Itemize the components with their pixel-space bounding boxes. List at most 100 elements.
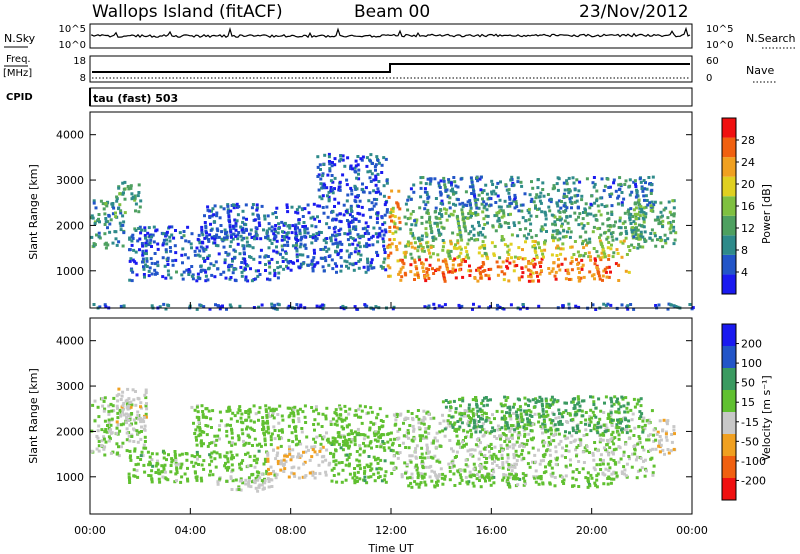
power-cell: [343, 164, 347, 168]
power-cell: [546, 193, 550, 196]
power-cell: [182, 270, 186, 274]
velocity-cell: [415, 466, 419, 470]
power-cell: [245, 236, 249, 240]
power-cell: [632, 208, 636, 212]
power-cell: [317, 233, 321, 237]
power-cell: [111, 241, 115, 245]
power-cell: [242, 236, 246, 240]
velocity-cell: [178, 462, 181, 466]
velocity-cell: [357, 431, 361, 435]
power-cell: [371, 243, 375, 247]
power-cell: [376, 159, 380, 162]
velocity-cell: [103, 396, 107, 400]
power-cell: [494, 201, 498, 204]
velocity-cell: [493, 435, 497, 438]
velocity-cell: [599, 409, 603, 413]
power-cell: [443, 277, 447, 281]
power-cell: [273, 227, 277, 231]
power-cell: [299, 262, 303, 266]
power-cell: [280, 238, 284, 242]
power-cell: [329, 239, 333, 243]
power-cell: [598, 226, 602, 230]
power-cell: [199, 268, 203, 272]
velocity-cell: [252, 420, 256, 424]
velocity-cell: [158, 480, 162, 484]
velocity-cell: [141, 418, 145, 422]
velocity-cell: [586, 471, 590, 475]
velocity-cell: [179, 480, 183, 484]
velocity-cell: [279, 444, 283, 448]
power-cell: [608, 195, 612, 198]
power-cell: [599, 196, 603, 200]
power-cell: [226, 208, 230, 212]
power-cell: [577, 276, 581, 280]
power-cell: [628, 218, 632, 222]
velocity-cell: [479, 415, 483, 419]
power-cell: [514, 199, 518, 203]
velocity-cell: [481, 417, 484, 421]
power-cell: [167, 273, 171, 277]
velocity-cell: [100, 428, 104, 432]
power-cell: [477, 224, 481, 228]
velocity-cell: [598, 440, 602, 444]
power-cell: [318, 219, 321, 223]
cpid-mode: tau (fast) 503: [93, 92, 178, 105]
velocity-cell: [292, 414, 296, 418]
velocity-cell: [288, 449, 292, 453]
power-cell: [587, 251, 591, 255]
power-cell: [356, 155, 360, 158]
power-cell: [607, 265, 611, 269]
power-cell: [536, 178, 540, 182]
power-cell: [147, 274, 151, 278]
velocity-cell: [636, 442, 640, 446]
velocity-cell: [518, 417, 522, 421]
velocity-cell: [366, 435, 370, 439]
power-cell: [397, 189, 401, 193]
velocity-cell: [549, 472, 553, 476]
power-cell: [205, 231, 208, 235]
power-cell: [166, 269, 170, 273]
power-cell: [198, 249, 202, 253]
power-cell: [180, 253, 184, 257]
power-cell: [319, 248, 323, 251]
power-cell: [169, 249, 173, 253]
velocity-cell: [345, 439, 349, 443]
power-cell: [150, 245, 153, 248]
power-cell: [445, 264, 449, 268]
velocity-cell: [519, 443, 523, 447]
velocity-cell: [226, 468, 229, 472]
velocity-cell: [624, 442, 628, 446]
power-cell: [291, 224, 295, 228]
velocity-cell: [484, 431, 488, 435]
velocity-cell: [431, 441, 435, 445]
velocity-cell: [423, 472, 427, 476]
velocity-cell: [266, 427, 270, 431]
velocity-cell: [534, 401, 538, 405]
power-cell: [184, 239, 188, 243]
velocity-cell: [157, 477, 161, 481]
power-cell: [404, 273, 408, 277]
power-cell: [651, 209, 655, 213]
power-cell: [236, 237, 240, 241]
velocity-cell: [610, 424, 614, 427]
velocity-cell: [351, 432, 354, 436]
velocity-cell: [247, 415, 251, 419]
power-cell: [634, 185, 638, 188]
velocity-cell: [210, 451, 214, 455]
velocity-cell: [508, 472, 512, 476]
velocity-cell: [252, 458, 256, 462]
power-cell: [202, 305, 206, 309]
velocity-cell: [339, 435, 343, 439]
velocity-cell: [145, 402, 148, 406]
velocity-cell: [442, 419, 446, 423]
power-cell: [321, 307, 325, 311]
power-cell: [477, 206, 481, 210]
power-cell: [596, 271, 600, 275]
power-cell: [326, 173, 330, 177]
power-cell: [688, 303, 692, 306]
power-cell: [667, 221, 671, 225]
power-cell: [509, 303, 513, 307]
power-cell: [343, 232, 347, 236]
velocity-cell: [300, 430, 304, 434]
velocity-cell: [186, 479, 190, 483]
